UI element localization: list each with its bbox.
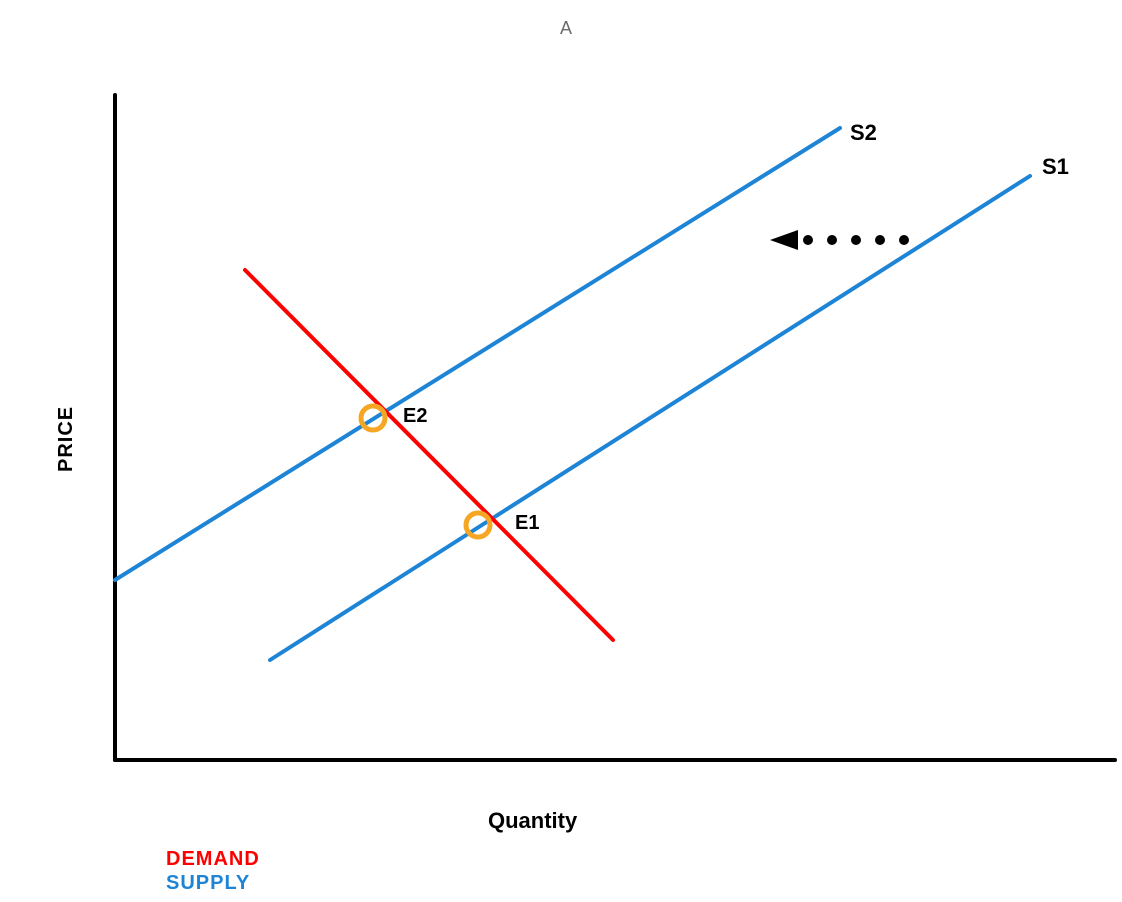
shift-arrow-dot	[899, 235, 909, 245]
y-axis-label: PRICE	[55, 406, 78, 472]
equilibrium-e1-marker	[466, 513, 490, 537]
demand-line	[245, 270, 613, 640]
shift-arrow-dot	[803, 235, 813, 245]
figure-title: A	[560, 18, 572, 39]
legend-demand: DEMAND	[166, 848, 260, 871]
x-axis-label: Quantity	[488, 808, 577, 834]
equilibrium-e2-label: E2	[403, 405, 427, 428]
supply1-label: S1	[1042, 154, 1069, 180]
equilibrium-e1-label: E1	[515, 512, 539, 535]
shift-arrow-dot	[875, 235, 885, 245]
shift-arrow-dot	[827, 235, 837, 245]
shift-arrow-head	[770, 230, 798, 250]
legend-supply: SUPPLY	[166, 872, 250, 895]
supply-demand-chart	[0, 0, 1122, 902]
supply2-label: S2	[850, 120, 877, 146]
shift-arrow-dot	[851, 235, 861, 245]
